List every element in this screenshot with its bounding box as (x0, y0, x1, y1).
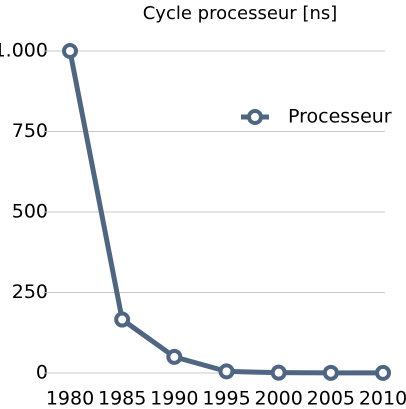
legend-swatch (247, 109, 263, 125)
x-tick-label: 1980 (46, 388, 94, 409)
data-point (166, 348, 183, 365)
data-point (62, 43, 78, 59)
y-tick-label: 500 (12, 201, 48, 223)
y-tick-label: 250 (12, 281, 48, 303)
x-tick-label: 1995 (202, 388, 250, 409)
x-tick-label: 2010 (359, 388, 406, 409)
data-point (375, 364, 391, 381)
x-tick-label: 1990 (150, 388, 198, 409)
y-tick-label: 1.000 (0, 40, 48, 62)
y-tick-label: 0 (36, 362, 48, 384)
x-tick-label: 1985 (98, 388, 146, 409)
data-point (270, 364, 287, 381)
data-point (218, 363, 235, 380)
x-tick-label: 2005 (307, 388, 355, 409)
data-point (114, 311, 131, 328)
y-tick-label: 750 (12, 120, 48, 142)
data-point (322, 364, 339, 381)
x-tick-label: 2000 (254, 388, 302, 409)
chart-title: Cycle processeur [ns] (143, 3, 338, 24)
legend-label: Processeur (288, 106, 392, 128)
